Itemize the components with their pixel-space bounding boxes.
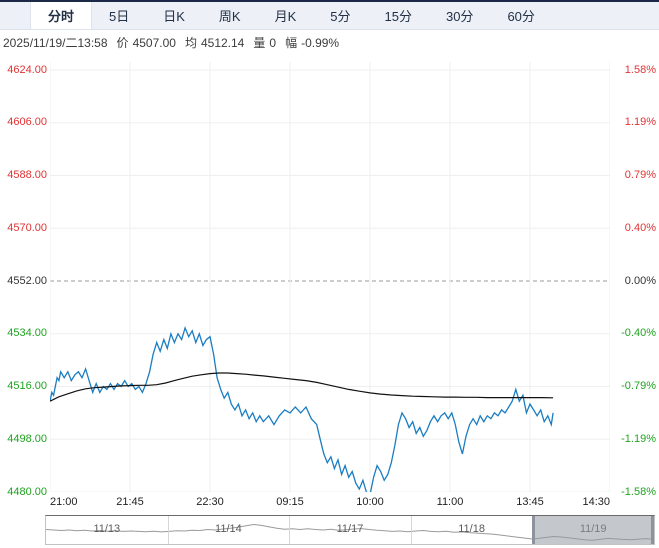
price-axis-label: 4570.00 <box>7 221 47 234</box>
price-axis-label: 4606.00 <box>7 116 47 129</box>
navigator-day-label: 11/18 <box>458 523 485 535</box>
tab-6[interactable]: 15分 <box>384 9 412 24</box>
navigator-day-separator <box>410 516 412 544</box>
tab-8[interactable]: 60分 <box>507 9 535 24</box>
time-tick-label: 10:00 <box>356 496 384 508</box>
percent-axis-label: 0.79% <box>624 169 656 181</box>
time-tick-label: 21:45 <box>116 496 144 508</box>
period-tabbar: 分时 5日 日K 周K 月K 5分 15分 30分 60分 <box>0 0 659 30</box>
tab-4[interactable]: 月K <box>274 9 297 24</box>
average-line <box>50 372 554 402</box>
navigator-day-separator <box>289 516 291 544</box>
price-axis-label: 4552.00 <box>7 274 47 287</box>
percent-axis-label: 1.58% <box>624 63 656 76</box>
navigator-day-separator <box>167 516 169 544</box>
time-tick-label: 11:00 <box>436 496 464 508</box>
tab-7[interactable]: 30分 <box>445 9 474 24</box>
price-axis-label: 4480.00 <box>7 485 47 498</box>
time-tick-label: 22:30 <box>196 496 224 508</box>
status-label: 均 <box>184 36 197 50</box>
tab-1[interactable]: 5日 <box>109 9 130 24</box>
tab-0[interactable]: 分时 <box>30 2 93 29</box>
plot-svg[interactable] <box>50 62 610 492</box>
status-value: 4512.14 <box>200 36 245 50</box>
tab-3[interactable]: 周K <box>218 9 241 24</box>
status-value: -0.99% <box>301 36 340 50</box>
price-axis-label: 4588.00 <box>7 169 47 181</box>
tab-2[interactable]: 日K <box>163 9 185 24</box>
time-tick-label: 14:30 <box>582 496 610 508</box>
time-tick-label: 09:15 <box>276 496 304 508</box>
percent-axis-label: -1.58% <box>621 485 656 498</box>
navigator-selection[interactable] <box>532 516 654 544</box>
time-tick-label: 21:00 <box>50 496 78 508</box>
navigator-day-label: 11/17 <box>336 523 364 535</box>
status-label: 价 <box>116 36 129 50</box>
percent-axis-label: 0.40% <box>624 221 656 234</box>
price-line <box>50 325 554 492</box>
status-datetime: 2025/11/19/二13:58 <box>3 36 108 50</box>
percent-axis-label: -0.40% <box>621 327 656 340</box>
status-label: 量 <box>253 36 266 50</box>
status-label: 幅 <box>285 36 298 50</box>
price-axis-label: 4624.00 <box>7 63 47 76</box>
intraday-chart: 4624.00 4606.00 4588.00 4570.00 4552.00 4534.… <box>0 62 659 498</box>
navigator-day-label: 11/14 <box>215 523 242 535</box>
price-axis-label: 4516.00 <box>7 380 47 392</box>
percent-axis-label: -0.79% <box>621 380 656 392</box>
percent-axis-label: 1.19% <box>624 116 656 129</box>
tab-5[interactable]: 5分 <box>330 9 351 24</box>
time-axis: 21:00 21:45 22:30 09:15 10:00 11:00 13:45 14:30 <box>0 494 659 512</box>
navigator-day-label: 11/13 <box>93 523 121 535</box>
price-axis-label: 4498.00 <box>7 432 47 445</box>
percent-axis-label: 0.00% <box>624 274 656 287</box>
status-value: 0 <box>269 36 277 50</box>
status-value: 4507.00 <box>132 36 176 50</box>
quote-status-line: 2025/11/19/二13:58 价 4507.00 均 4512.14 量 0 幅 -0.9… <box>3 34 659 52</box>
percent-axis-label: -1.19% <box>621 432 656 445</box>
price-axis-label: 4534.00 <box>7 327 47 340</box>
time-tick-label: 13:45 <box>516 496 544 508</box>
